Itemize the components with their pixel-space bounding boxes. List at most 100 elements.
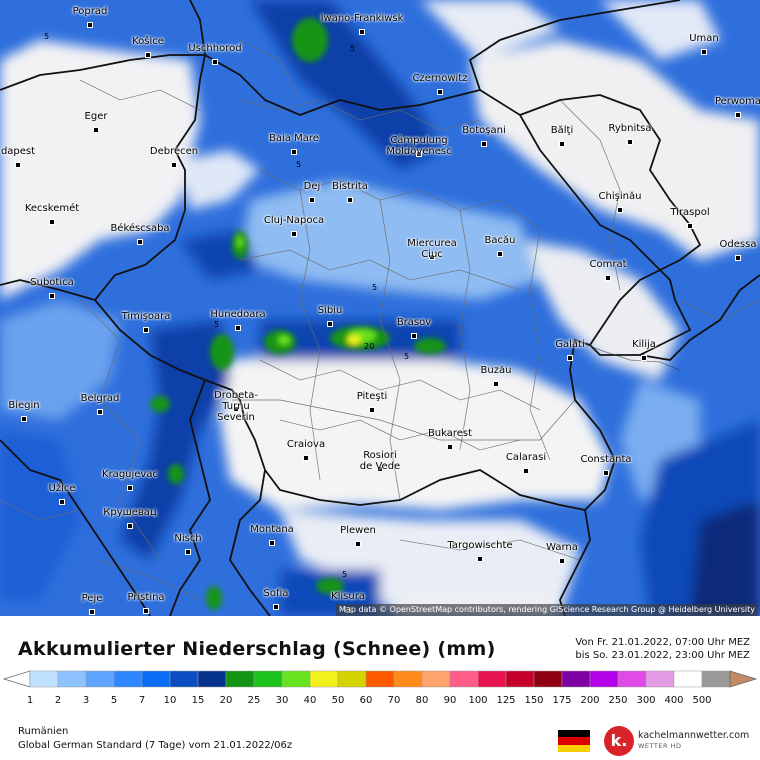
city-marker bbox=[309, 197, 315, 203]
city-label: Constanta bbox=[580, 454, 632, 465]
legend-swatch bbox=[589, 670, 619, 688]
city-marker bbox=[701, 49, 707, 55]
city-label: Debrecen bbox=[149, 146, 199, 157]
city-label: Craiova bbox=[286, 439, 326, 450]
brand-subtitle: WETTER HD bbox=[638, 742, 682, 750]
city-label: Belgrad bbox=[80, 393, 120, 404]
legend-swatch bbox=[281, 670, 311, 688]
period-from: Von Fr. 21.01.2022, 07:00 Uhr MEZ bbox=[575, 637, 750, 648]
city-label: Bălţi bbox=[550, 125, 574, 136]
legend-label: 90 bbox=[444, 695, 457, 706]
city-marker bbox=[627, 139, 633, 145]
city-marker bbox=[429, 254, 435, 260]
legend-label: 300 bbox=[636, 695, 655, 706]
legend-swatch bbox=[197, 670, 227, 688]
legend-label: 125 bbox=[496, 695, 515, 706]
city-marker bbox=[559, 141, 565, 147]
city-marker bbox=[497, 251, 503, 257]
city-label: Košice bbox=[132, 36, 164, 47]
city-label: Czernowitz bbox=[412, 73, 468, 84]
city-marker bbox=[15, 162, 21, 168]
kachelmann-logo-icon[interactable]: k. bbox=[604, 726, 634, 756]
legend-swatch bbox=[225, 670, 255, 688]
city-label: Subotica bbox=[30, 277, 74, 288]
city-label: Uman bbox=[689, 33, 719, 44]
city-label: Eger bbox=[84, 111, 108, 122]
city-marker bbox=[493, 381, 499, 387]
city-label: Drobeta- Turnu Severin bbox=[214, 390, 258, 423]
city-marker bbox=[735, 255, 741, 261]
city-label: Montana bbox=[250, 524, 294, 535]
legend-label: 150 bbox=[524, 695, 543, 706]
legend-label: 2 bbox=[55, 695, 61, 706]
city-label: Pristina bbox=[127, 592, 165, 603]
city-marker bbox=[185, 549, 191, 555]
legend-label: 500 bbox=[692, 695, 711, 706]
city-label: Iwano-Frankiwsk bbox=[320, 13, 404, 24]
city-marker bbox=[273, 604, 279, 610]
city-label: Cluj-Napoca bbox=[263, 215, 325, 226]
brand[interactable]: kachelmannwetter.com WETTER HD bbox=[638, 730, 749, 752]
city-marker bbox=[143, 608, 149, 614]
city-label: Крушевац bbox=[103, 507, 157, 518]
city-label: Galati bbox=[555, 339, 585, 350]
legend-swatch bbox=[645, 670, 675, 688]
time-period: Von Fr. 21.01.2022, 07:00 Uhr MEZ bis So… bbox=[575, 636, 750, 662]
city-marker bbox=[603, 470, 609, 476]
city-marker bbox=[523, 468, 529, 474]
legend-label: 20 bbox=[220, 695, 233, 706]
city-marker bbox=[359, 29, 365, 35]
legend-swatch bbox=[253, 670, 283, 688]
city-marker bbox=[641, 355, 647, 361]
city-label: Miercurea Ciuc bbox=[407, 238, 457, 260]
city-label: Klisura bbox=[331, 591, 365, 602]
city-marker bbox=[89, 609, 95, 615]
city-marker bbox=[437, 89, 443, 95]
city-marker bbox=[59, 499, 65, 505]
contour-label: 20 bbox=[364, 342, 375, 351]
city-marker bbox=[355, 541, 361, 547]
city-marker bbox=[21, 416, 27, 422]
legend-swatch bbox=[533, 670, 563, 688]
city-marker bbox=[291, 149, 297, 155]
city-label: Plewen bbox=[340, 525, 376, 536]
legend-label: 50 bbox=[332, 695, 345, 706]
legend-swatch bbox=[57, 670, 87, 688]
legend-swatch bbox=[421, 670, 451, 688]
precipitation-map[interactable]: Poprad Košice Uschhorod Iwano-Frankiwsk Uman… bbox=[0, 0, 760, 616]
city-marker bbox=[447, 444, 453, 450]
city-label: Targowischte bbox=[447, 540, 513, 551]
contour-label: 5 bbox=[350, 44, 356, 53]
city-label: Perwoma bbox=[714, 96, 760, 107]
city-label: Sibiu bbox=[317, 305, 343, 316]
legend-below-arrow bbox=[2, 670, 31, 688]
city-label: Comrat bbox=[589, 259, 627, 270]
city-marker bbox=[559, 558, 565, 564]
city-marker bbox=[235, 325, 241, 331]
city-label: Dej bbox=[303, 181, 321, 192]
city-label: Bistrita bbox=[332, 181, 368, 192]
color-legend: 1 2 3 5 7 10 15 20 25 30 40 50 60 70 80 90 100 125 150 175 2… bbox=[2, 670, 758, 706]
legend-swatch bbox=[449, 670, 479, 688]
city-label: Bacău bbox=[484, 235, 516, 246]
city-marker bbox=[477, 556, 483, 562]
legend-label: 1 bbox=[27, 695, 33, 706]
city-marker bbox=[127, 485, 133, 491]
legend-swatch bbox=[365, 670, 395, 688]
city-marker bbox=[347, 197, 353, 203]
city-marker bbox=[377, 466, 383, 472]
city-label: Hunedoara bbox=[210, 309, 266, 320]
city-marker bbox=[369, 407, 375, 413]
legend-swatch bbox=[309, 670, 339, 688]
contour-label: 5 bbox=[296, 160, 302, 169]
map-attribution: Map data © OpenStreetMap contributors, r… bbox=[336, 604, 758, 616]
city-marker bbox=[567, 355, 573, 361]
city-marker bbox=[171, 162, 177, 168]
legend-label: 80 bbox=[416, 695, 429, 706]
city-marker bbox=[735, 112, 741, 118]
city-marker bbox=[49, 219, 55, 225]
legend-swatch bbox=[673, 670, 703, 688]
legend-swatch bbox=[169, 670, 199, 688]
city-marker bbox=[97, 409, 103, 415]
city-marker bbox=[617, 207, 623, 213]
